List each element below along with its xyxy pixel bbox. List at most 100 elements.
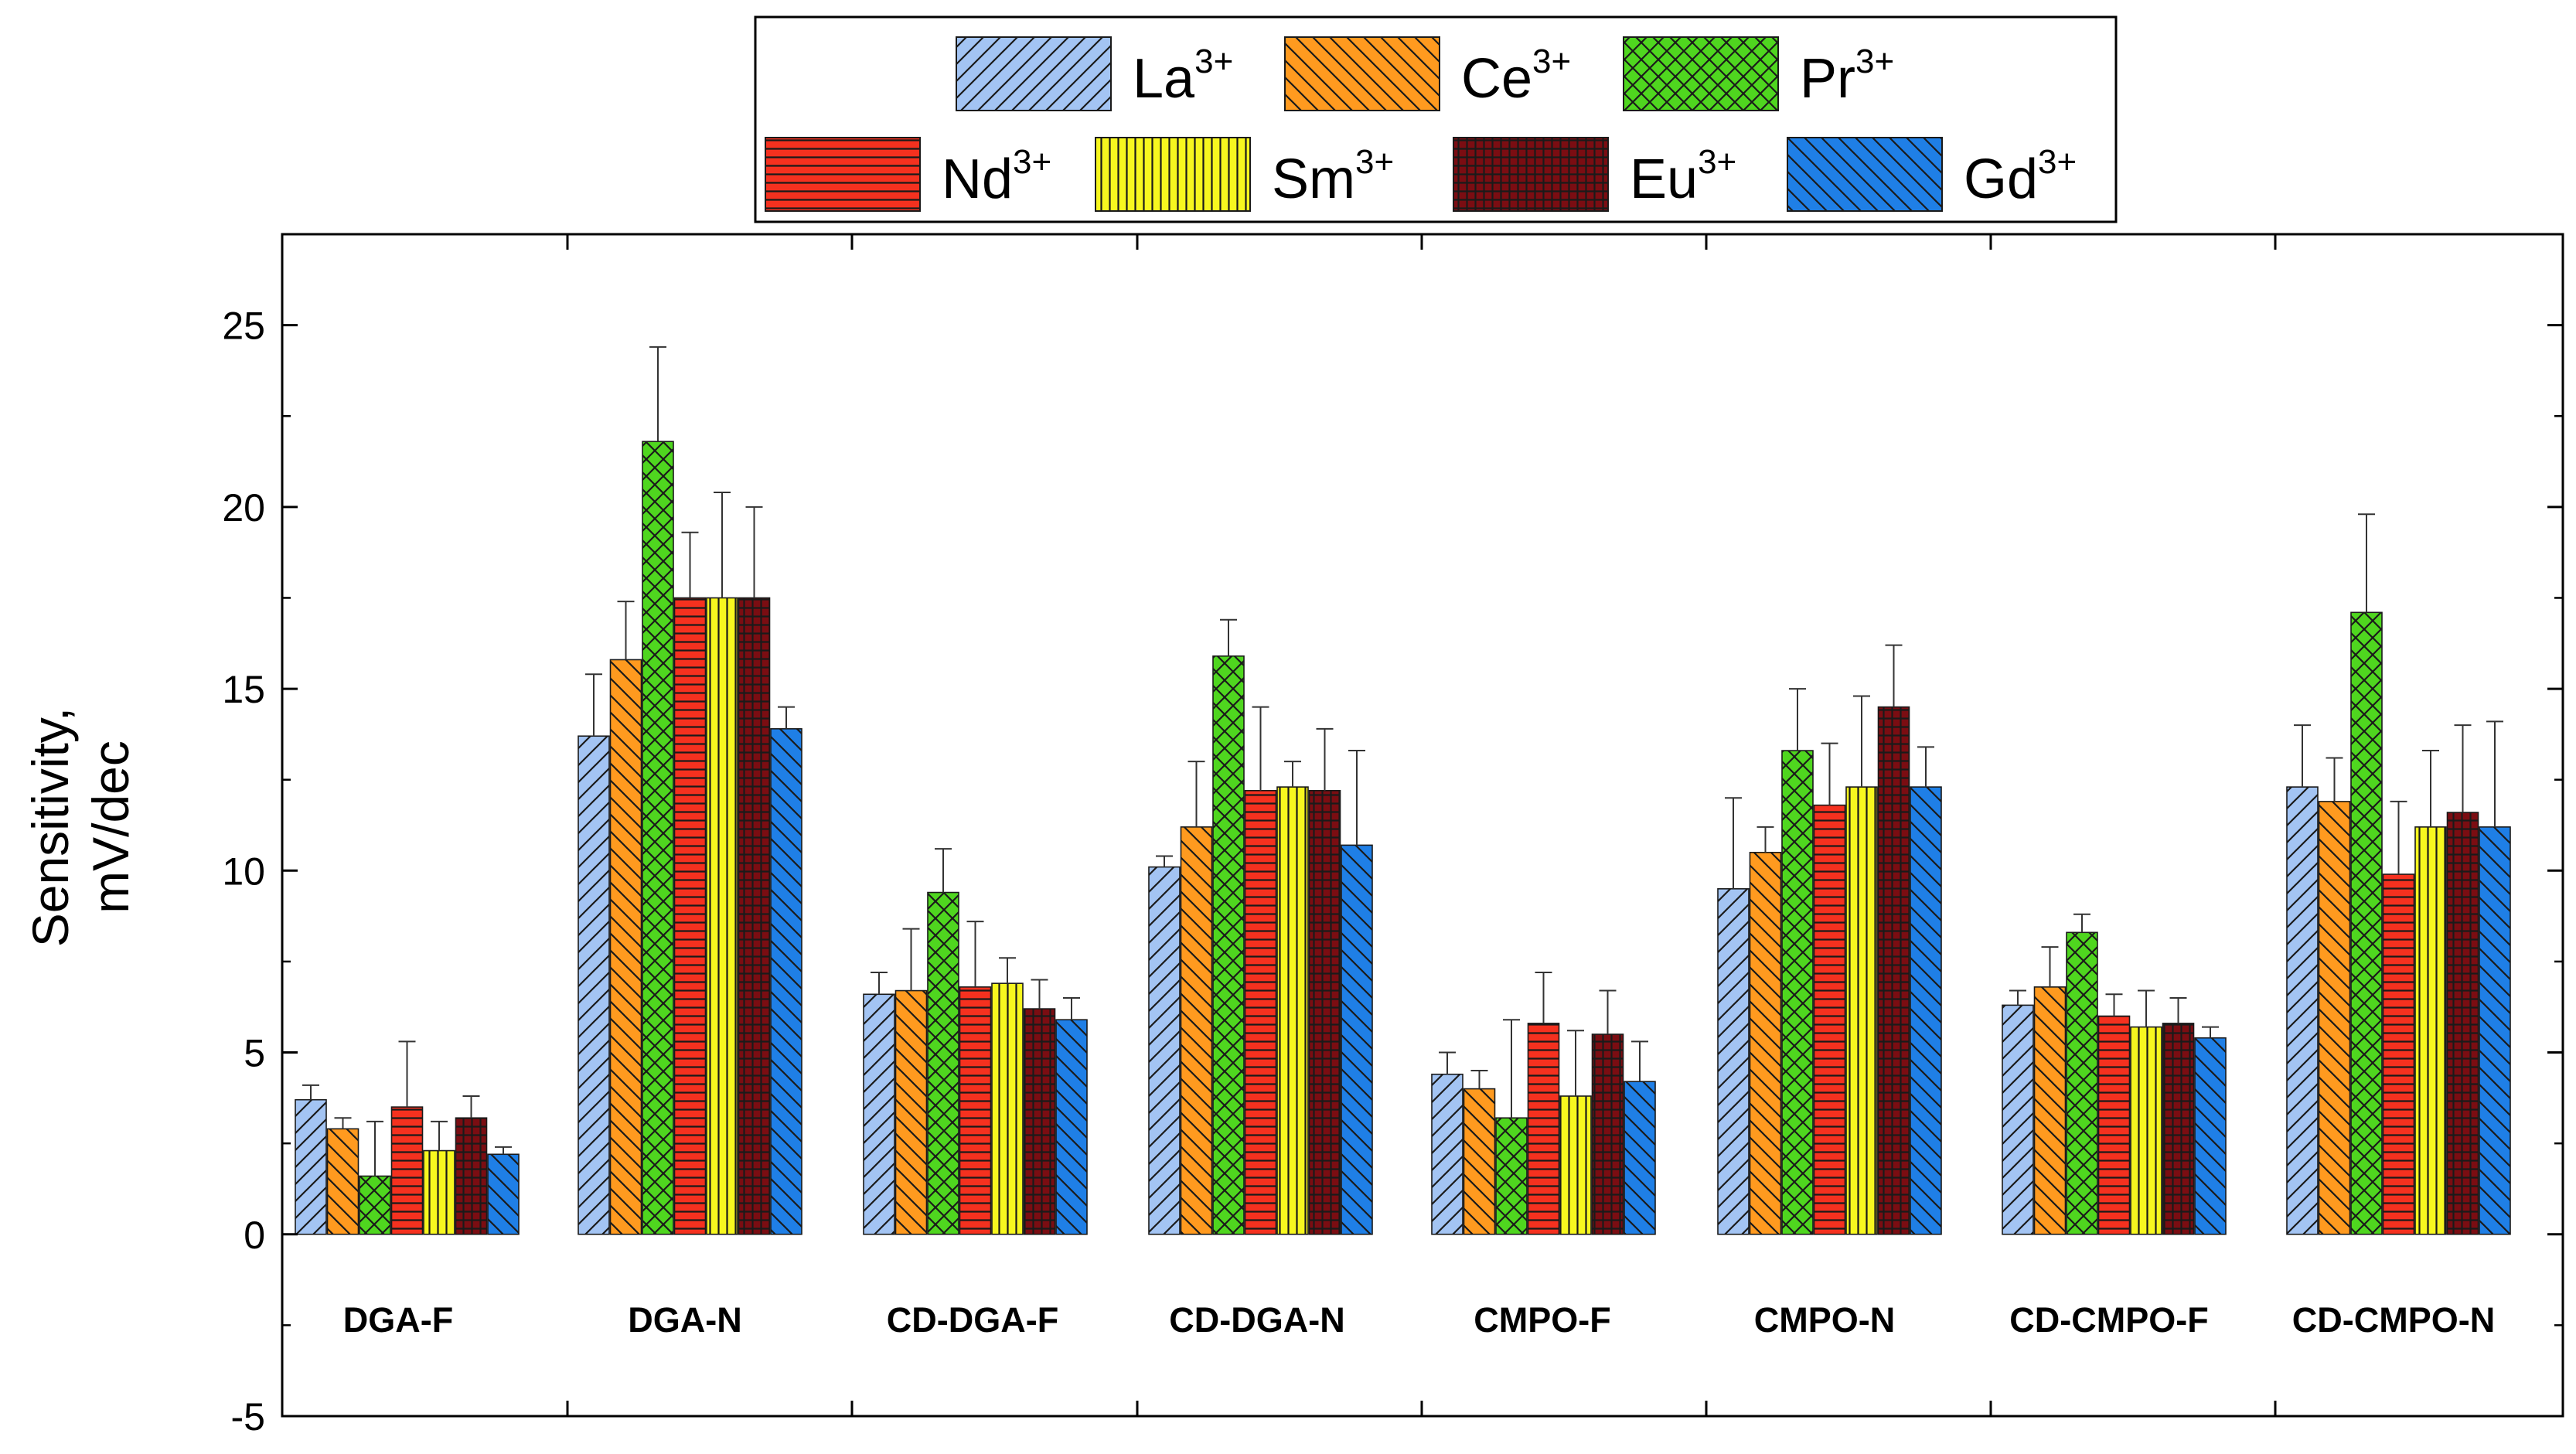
bar-sm-dga-f (423, 1149, 455, 1235)
bar-gd-cmpo-n (1910, 786, 1942, 1235)
bar-la-cd-dga-n (1148, 866, 1181, 1235)
error-bar-gd-cd-dga-n (1348, 750, 1365, 846)
error-bar-la-cd-cmpo-f (2009, 989, 2026, 1006)
bar-pr-dga-n (642, 441, 674, 1235)
bar-eu-dga-n (738, 597, 771, 1235)
error-bar-pr-cd-dga-f (935, 848, 952, 893)
bar-la-dga-n (578, 735, 610, 1235)
error-bar-eu-cd-dga-n (1316, 727, 1334, 791)
error-bar-la-cd-dga-f (871, 972, 888, 995)
bar-gd-cd-cmpo-n (2479, 826, 2511, 1235)
y-tick-label: 0 (244, 1214, 265, 1257)
error-bar-gd-cd-dga-f (1063, 996, 1080, 1020)
bar-nd-cmpo-n (1813, 804, 1846, 1235)
error-bar-pr-cd-dga-n (1220, 618, 1237, 656)
error-bar-gd-cd-cmpo-n (2486, 720, 2503, 827)
bar-eu-cd-dga-n (1308, 790, 1341, 1235)
legend: La3+ Ce3+ Pr3+ Nd3+ Sm3+ Eu3+ Gd3+ (754, 15, 2118, 223)
error-bar-eu-cmpo-f (1599, 989, 1617, 1035)
error-bar-eu-cd-dga-f (1031, 979, 1048, 1010)
bar-gd-cd-dga-f (1055, 1019, 1088, 1235)
legend-item-pr: Pr3+ (1623, 36, 1894, 111)
bar-la-cd-cmpo-n (2286, 786, 2319, 1235)
legend-item-gd: Gd3+ (1787, 137, 2077, 212)
legend-label-eu: Eu3+ (1630, 143, 1736, 210)
error-bar-ce-dga-f (334, 1117, 352, 1129)
error-bar-la-cd-dga-n (1156, 855, 1173, 867)
y-tick-label: 20 (222, 486, 265, 530)
error-bar-eu-cmpo-n (1885, 644, 1903, 707)
legend-label-pr: Pr3+ (1800, 43, 1894, 110)
bar-pr-cmpo-n (1781, 750, 1814, 1235)
error-bar-pr-cmpo-n (1789, 688, 1806, 751)
x-tick-label-dga-f: DGA-F (343, 1300, 453, 1340)
bar-la-cmpo-n (1717, 888, 1750, 1235)
bar-ce-cd-cmpo-f (2033, 986, 2067, 1235)
bar-pr-cd-dga-f (927, 891, 959, 1235)
bar-gd-dga-f (487, 1153, 520, 1235)
bar-eu-cmpo-n (1877, 706, 1910, 1235)
bar-nd-cmpo-f (1527, 1023, 1560, 1235)
bar-la-cd-dga-f (863, 993, 895, 1235)
bar-eu-cd-cmpo-n (2446, 812, 2479, 1235)
axes: -5 0 5 10 15 20 25 DGA-F DGA-N CD-DGA-F CD-DGA-N CM… (22, 233, 2564, 1439)
bar-sm-cd-cmpo-n (2414, 826, 2447, 1235)
error-bar-sm-cd-cmpo-n (2422, 750, 2439, 827)
error-bar-nd-cd-dga-f (966, 921, 984, 987)
legend-swatch-pr (1623, 36, 1779, 111)
bar-ce-cd-cmpo-n (2318, 801, 2351, 1235)
y-tick-label: 25 (222, 305, 265, 348)
bar-eu-cmpo-f (1591, 1033, 1624, 1235)
legend-item-ce: Ce3+ (1284, 36, 1571, 111)
error-bar-sm-cd-dga-f (999, 957, 1016, 984)
legend-item-sm: Sm3+ (1095, 137, 1394, 212)
bar-nd-cd-cmpo-n (2382, 873, 2415, 1235)
error-bar-ce-cd-cmpo-f (2041, 946, 2059, 987)
x-tick-label-cmpo-f: CMPO-F (1474, 1300, 1610, 1340)
error-bar-ce-cmpo-f (1470, 1070, 1488, 1089)
error-bar-la-dga-f (302, 1084, 319, 1100)
error-bar-sm-dga-f (431, 1120, 448, 1151)
bar-eu-cd-dga-f (1023, 1008, 1056, 1235)
error-bar-nd-dga-n (681, 531, 699, 598)
error-bar-nd-cd-cmpo-f (2105, 993, 2123, 1016)
bar-sm-cmpo-f (1559, 1095, 1592, 1235)
legend-item-nd: Nd3+ (765, 137, 1051, 212)
bar-ce-cd-dga-n (1180, 826, 1213, 1235)
x-tick-label-cd-cmpo-f: CD-CMPO-F (2009, 1300, 2208, 1340)
error-bar-gd-dga-n (778, 706, 795, 729)
error-bar-gd-cmpo-f (1631, 1040, 1648, 1082)
legend-swatch-la (956, 36, 1112, 111)
bar-nd-cd-dga-n (1244, 790, 1277, 1235)
error-bar-gd-cd-cmpo-f (2202, 1026, 2219, 1038)
error-bar-eu-dga-n (745, 506, 763, 598)
error-bar-eu-dga-f (462, 1095, 480, 1119)
bar-la-cd-cmpo-f (2002, 1004, 2034, 1235)
bar-pr-cd-cmpo-n (2350, 611, 2383, 1235)
bar-ce-cmpo-f (1463, 1088, 1496, 1235)
y-tick-label: 5 (244, 1032, 265, 1075)
bars-layer (295, 441, 2511, 1235)
error-bar-gd-dga-f (495, 1146, 512, 1155)
bar-eu-cd-cmpo-f (2162, 1023, 2195, 1235)
bar-ce-dga-n (609, 659, 642, 1235)
bar-pr-cd-cmpo-f (2066, 931, 2098, 1235)
bar-nd-cd-cmpo-f (2097, 1015, 2131, 1235)
error-bar-gd-cmpo-n (1917, 746, 1934, 788)
bar-gd-cd-dga-n (1341, 844, 1373, 1235)
error-bar-la-dga-n (585, 673, 602, 737)
y-tick-label: -5 (231, 1395, 265, 1439)
legend-swatch-sm (1095, 137, 1251, 212)
bar-ce-dga-f (326, 1128, 359, 1235)
x-tick-label-dga-n: DGA-N (628, 1300, 741, 1340)
error-bar-ce-cd-dga-f (902, 928, 920, 991)
error-bar-la-cmpo-f (1439, 1051, 1456, 1074)
error-bar-pr-cd-cmpo-f (2073, 913, 2090, 933)
bar-la-cmpo-f (1431, 1073, 1463, 1235)
error-bar-pr-dga-n (649, 346, 666, 442)
error-bar-la-cd-cmpo-n (2294, 724, 2311, 788)
error-bar-nd-cmpo-f (1535, 972, 1552, 1023)
bar-pr-dga-f (359, 1175, 391, 1235)
error-bar-nd-cmpo-n (1821, 742, 1838, 805)
